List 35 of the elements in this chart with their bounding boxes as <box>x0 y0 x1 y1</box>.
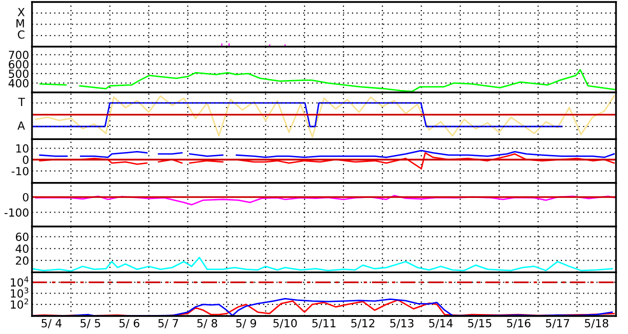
x-tick-label: 5/17 <box>546 319 570 328</box>
x-tick-label: 5/15 <box>468 319 492 328</box>
x-tick-label: 5/13 <box>390 318 414 328</box>
y-tick-label: 60 <box>16 232 28 242</box>
y-tick-label: 10$^{3}$ <box>10 287 28 298</box>
x-tick-label: 5/11 <box>312 319 336 328</box>
y-tick-label: -100 <box>4 208 28 217</box>
y-tick-label: -10 <box>12 166 28 176</box>
y-tick-label: 400 <box>8 78 28 88</box>
y-tick-label: 10 <box>16 144 28 153</box>
x-tick-label: 5/ 7 <box>158 319 178 328</box>
x-tick-label: 5/ 6 <box>119 318 140 328</box>
x-tick-label: 5/ 5 <box>80 319 100 328</box>
text: T <box>18 98 26 106</box>
text: X <box>18 8 25 16</box>
y-tick-label: 0 <box>22 156 28 164</box>
text: A <box>17 121 25 130</box>
y-tick-label: 10$^{4}$ <box>10 276 28 287</box>
y-tick-label: 0 <box>22 193 28 202</box>
x-tick-label: 5/14 <box>429 319 453 328</box>
y-tick-label: 20 <box>16 256 28 265</box>
y-tick-label: 40 <box>16 244 28 253</box>
x-tick-label: 5/18 <box>584 318 608 328</box>
x-tick-label: 5/16 <box>507 318 530 328</box>
x-tick-label: 5/ 8 <box>197 318 218 328</box>
x-tick-label: 5/12 <box>351 318 374 328</box>
y-tick-label: 10$^{2}$ <box>10 298 28 309</box>
x-tick-label: 5/ 4 <box>42 319 62 328</box>
y-tick-label: 700 <box>8 50 28 60</box>
x-tick-label: 5/10 <box>273 318 297 328</box>
y-tick-label: 500 <box>8 70 28 78</box>
text: C <box>18 30 24 39</box>
x-tick-label: 5/ 9 <box>236 318 256 328</box>
text: M <box>16 19 24 28</box>
y-tick-label: 600 <box>8 60 28 69</box>
